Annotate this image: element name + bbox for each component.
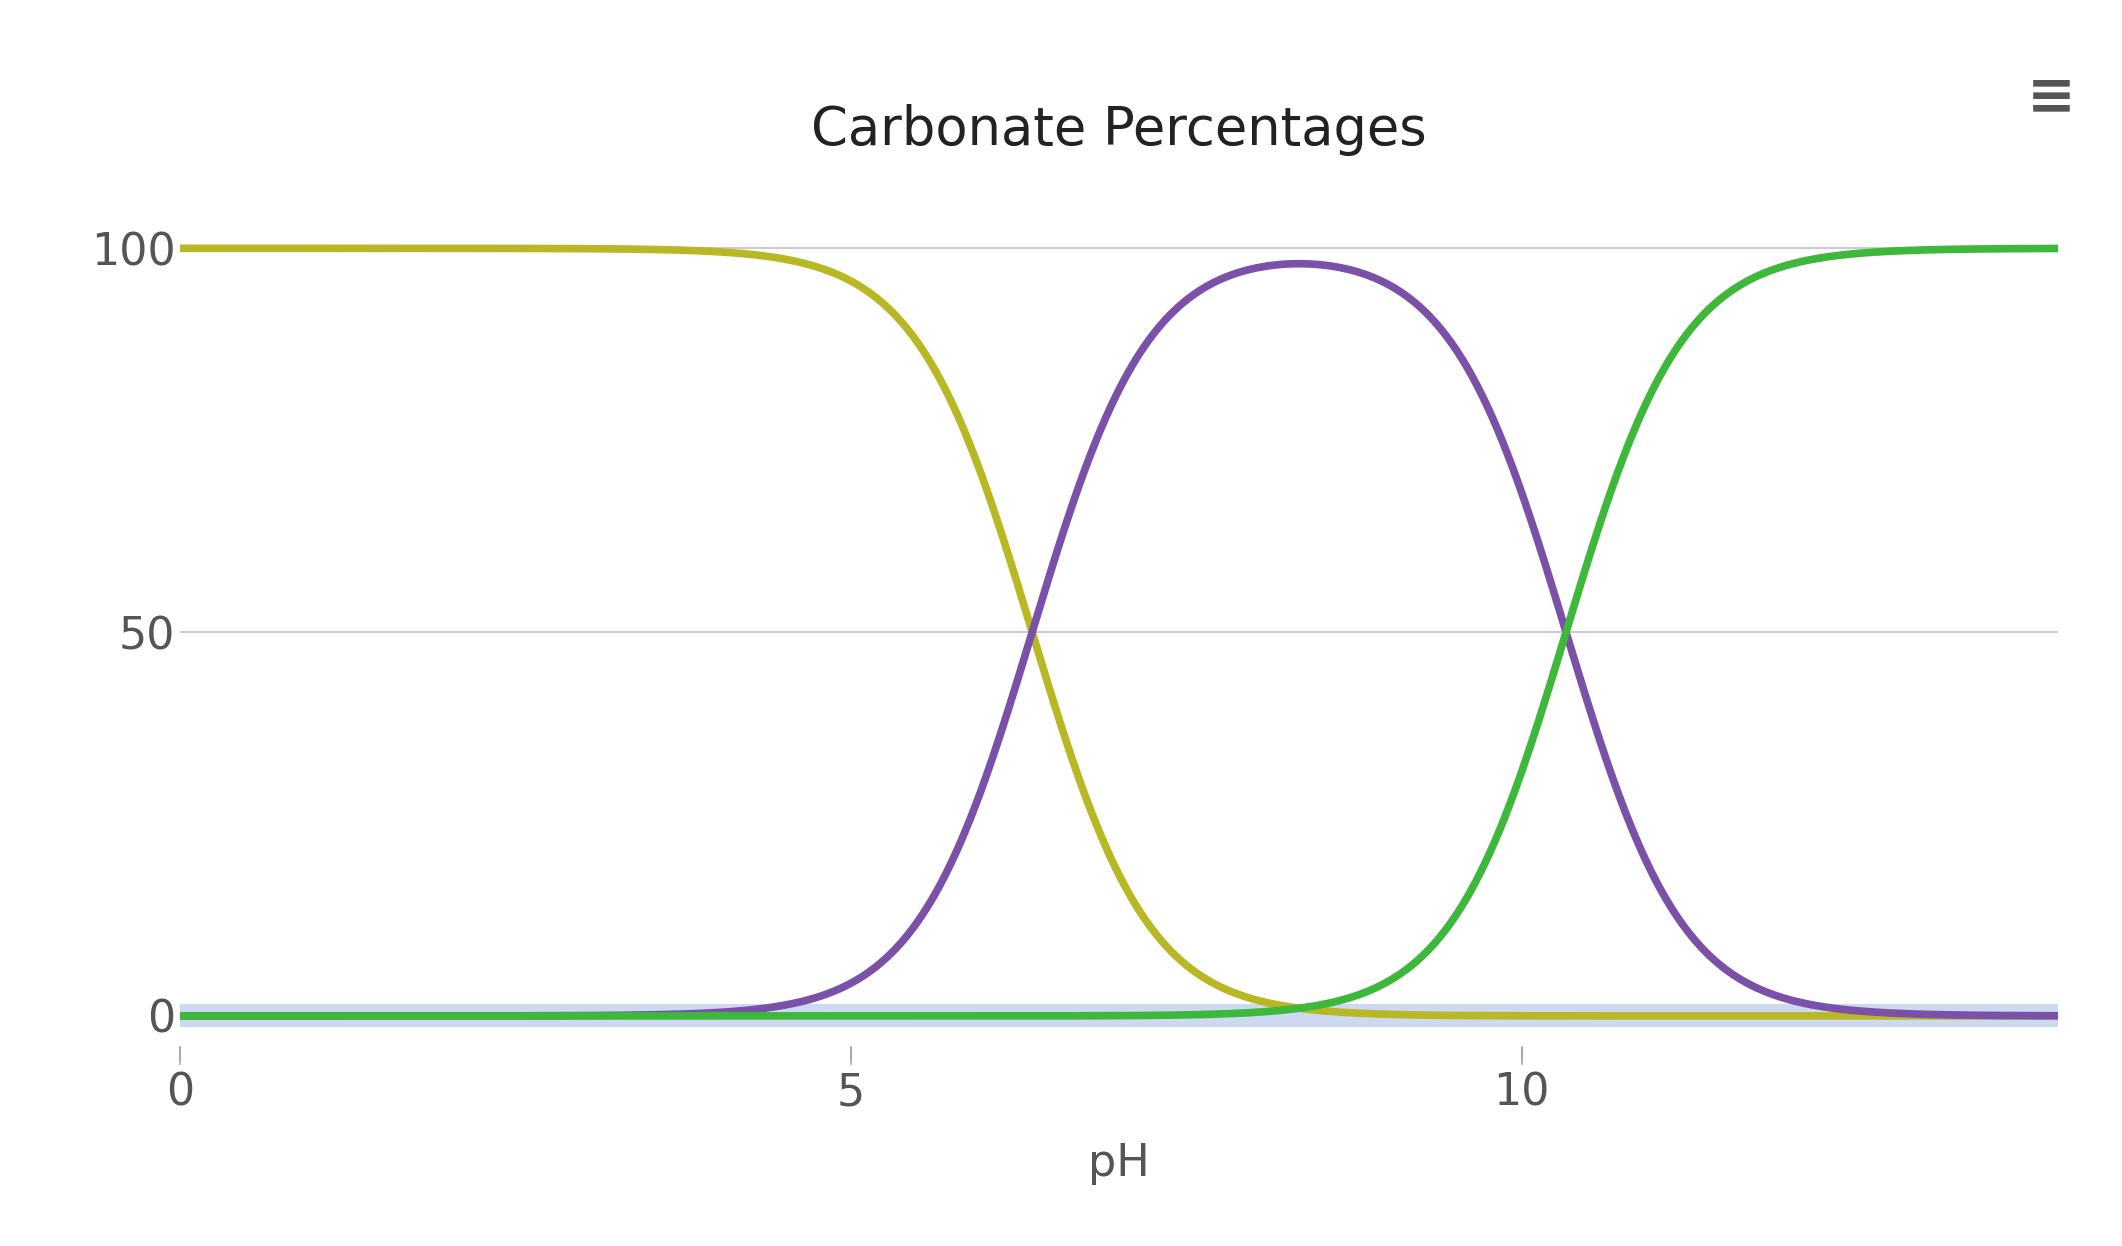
- X-axis label: pH: pH: [1089, 1143, 1150, 1185]
- Title: Carbonate Percentages: Carbonate Percentages: [811, 105, 1428, 156]
- Bar: [180, 1004, 2058, 1028]
- Text: ≡: ≡: [2027, 69, 2075, 126]
